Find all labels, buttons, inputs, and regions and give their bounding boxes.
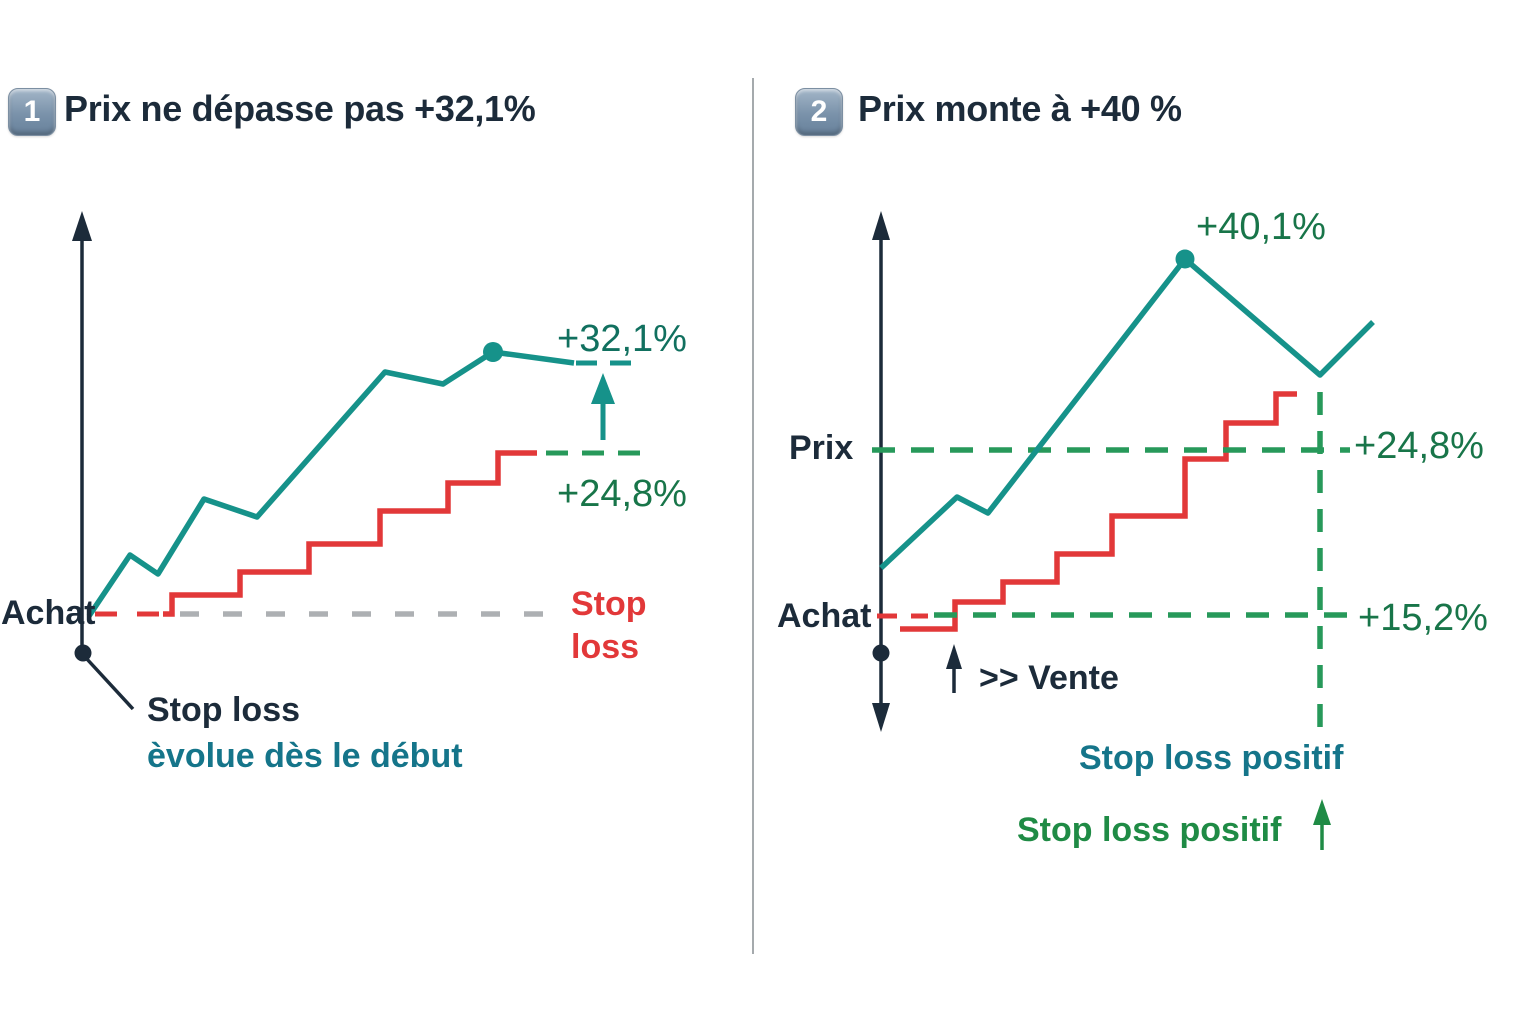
right-stop-loss-line [900,391,1297,632]
left-peak-value: +32,1% [557,318,687,360]
left-stop-loss-caption: Stop loss [571,585,647,666]
left-trailing-stop-value: +24,8% [557,473,687,515]
right-axis-dot [872,644,890,662]
right-price-label: Prix [789,429,854,467]
sell-arrow-head [946,644,962,669]
right-chart [872,211,1375,850]
right-panel-badge: 2 [795,88,843,136]
right-sell-label: >> Vente [979,659,1119,697]
right-panel-badge-number: 2 [810,95,828,128]
right-axis-up-arrowhead [872,211,890,240]
left-panel-badge: 1 [8,88,56,136]
right-sell-level-value: +24,8% [1354,425,1484,467]
left-panel-badge-number: 1 [23,95,41,128]
stop-positive-arrow-head [1313,799,1331,825]
right-stop-level-value: +15,2% [1358,597,1488,639]
panel-divider [752,78,754,954]
right-panel-title: Prix monte à +40 % [858,88,1182,129]
left-gap-arrow-head [591,373,615,404]
left-price-peak-dot [483,342,503,362]
left-buy-label: Achat [1,594,96,632]
right-peak-value: +40,1% [1196,206,1326,248]
right-price-line [879,256,1375,571]
right-stop-positive-green: Stop loss positif [1017,811,1282,849]
left-note-connector [84,656,135,711]
right-buy-label: Achat [777,597,872,635]
left-note-line2: èvolue dès le début [147,737,463,775]
left-chart [72,211,640,711]
right-price-peak-dot [1175,249,1195,269]
right-stop-positive-teal: Stop loss positif [1079,739,1344,777]
right-axis-down-arrowhead [872,703,890,732]
left-note-line1: Stop loss [147,691,301,729]
left-panel-title: Prix ne dépasse pas +32,1% [64,88,536,129]
left-axis-arrowhead [72,211,92,241]
left-price-line [86,349,575,618]
left-stop-loss-line [163,450,537,617]
